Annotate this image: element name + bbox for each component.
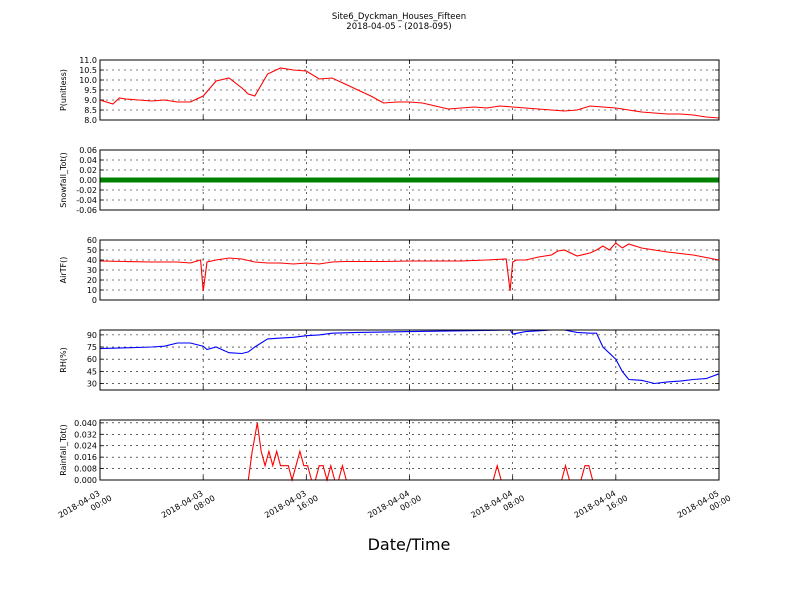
y-tick-label: 20 <box>87 276 97 285</box>
y-tick-label: 30 <box>87 266 97 275</box>
panel-frame <box>99 239 720 301</box>
panels: 8.08.59.09.510.010.511.0 P(unitless) -0.06… <box>59 56 720 485</box>
y-tick-label: 8.5 <box>84 106 97 115</box>
y-tick-label: 0.032 <box>74 430 97 439</box>
y-tick-label: 0 <box>92 296 97 305</box>
panel-frame <box>99 419 720 481</box>
y-tick-label: -0.02 <box>76 186 97 195</box>
x-axis-label: Date/Time <box>368 535 451 554</box>
y-tick-label: 9.0 <box>84 96 97 105</box>
series-line <box>99 67 720 119</box>
panel-frame <box>99 149 720 211</box>
y-tick-label: 0.024 <box>74 442 97 451</box>
y-axis-label: AirTF() <box>59 257 68 284</box>
y-tick-label: 0.04 <box>79 156 97 165</box>
panel-4: 30 45 60 75 90 RH(%) <box>59 329 720 391</box>
y-tick-label: 8.0 <box>84 116 97 125</box>
y-tick-label: 11.0 <box>79 56 97 65</box>
y-tick-label: -0.06 <box>76 206 97 215</box>
y-tick-label: 10.5 <box>79 66 97 75</box>
y-tick-label: 30 <box>87 380 97 389</box>
series-line <box>99 242 720 292</box>
y-tick-label: 9.5 <box>84 86 97 95</box>
y-tick-label: -0.04 <box>76 196 97 205</box>
y-tick-label: 0.02 <box>79 166 97 175</box>
panel-5: 0.000 0.008 0.016 0.024 0.032 0.040 Rainfall_T… <box>59 419 720 485</box>
series-line <box>100 422 719 483</box>
panel-frame <box>99 329 720 391</box>
y-tick-label: 0.06 <box>79 146 97 155</box>
y-tick-label: 0.00 <box>79 176 97 185</box>
y-tick-label: 0.008 <box>74 465 97 474</box>
y-axis-label: Snowfall_Tot() <box>59 152 68 208</box>
y-tick-label: 45 <box>87 367 97 376</box>
series-line <box>99 329 720 385</box>
y-tick-label: 10.0 <box>79 76 97 85</box>
y-tick-label: 0.000 <box>74 476 97 485</box>
y-tick-label: 60 <box>87 355 97 364</box>
y-tick-label: 60 <box>87 236 97 245</box>
y-axis-label: Rainfall_Tot() <box>59 424 68 476</box>
y-tick-label: 40 <box>87 256 97 265</box>
panel-1: 8.08.59.09.510.010.511.0 P(unitless) <box>59 56 720 125</box>
y-tick-label: 0.016 <box>74 453 97 462</box>
y-tick-label: 90 <box>87 331 97 340</box>
chart-subtitle: 2018-04-05 - (2018-095) <box>346 22 451 32</box>
chart-title: Site6_Dyckman_Houses_Fifteen <box>332 12 466 22</box>
y-tick-label: 75 <box>87 343 97 352</box>
y-tick-label: 0.040 <box>74 419 97 428</box>
panel-frame <box>99 59 720 121</box>
y-tick-label: 50 <box>87 246 97 255</box>
y-axis-label: P(unitless) <box>59 69 68 111</box>
y-tick-label: 10 <box>87 286 97 295</box>
y-axis-label: RH(%) <box>59 347 68 372</box>
panel-2: -0.06-0.04-0.020.000.020.040.06 Snowfall_… <box>59 146 720 215</box>
